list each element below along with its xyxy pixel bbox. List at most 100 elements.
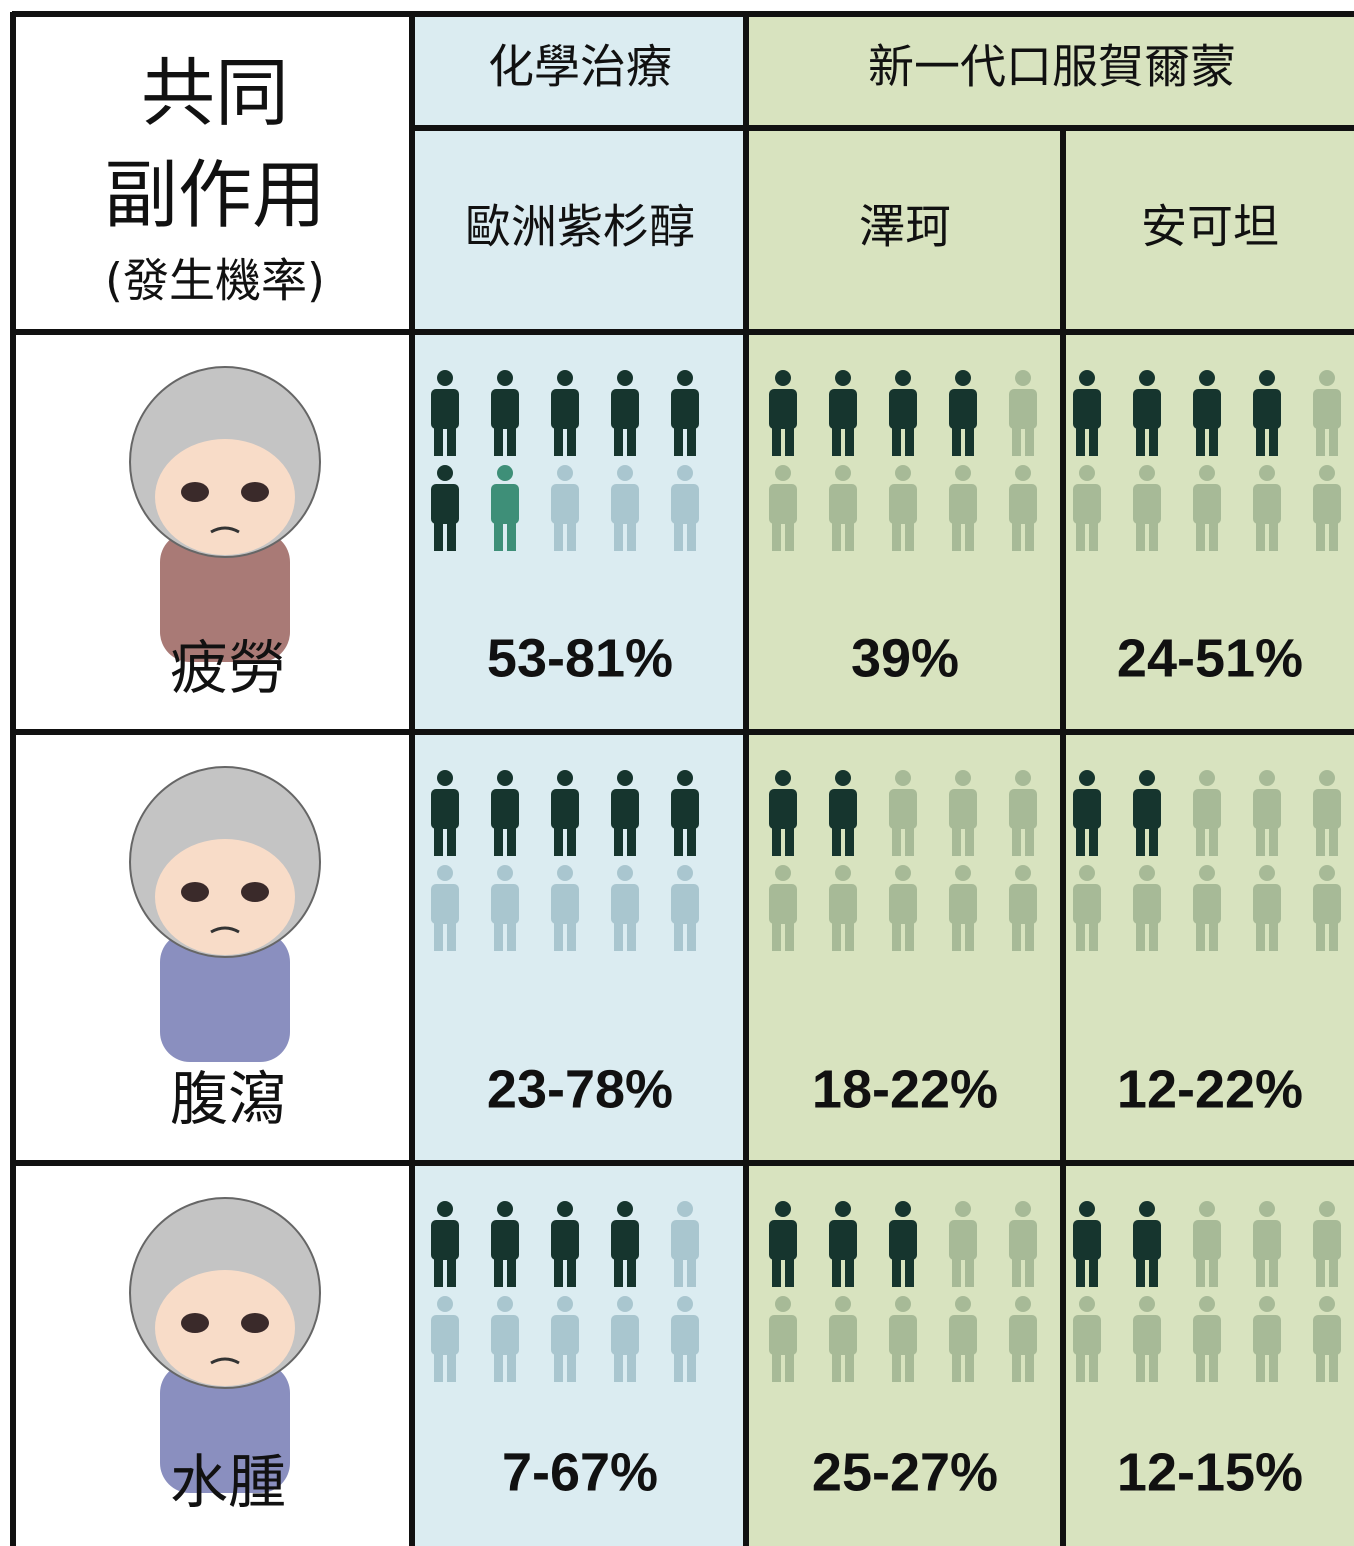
- icon-head: [775, 1201, 791, 1217]
- icon-leg: [1089, 515, 1098, 551]
- icon-leg: [567, 1346, 576, 1382]
- icon-head: [1139, 1201, 1155, 1217]
- icon-leg: [1256, 820, 1265, 856]
- icon-leg: [507, 420, 516, 456]
- rate-label: 24-51%: [1117, 628, 1303, 688]
- icon-head: [1319, 1296, 1335, 1312]
- icon-leg: [1136, 420, 1145, 456]
- icon-leg: [1269, 515, 1278, 551]
- icon-leg: [1256, 420, 1265, 456]
- icon-head: [437, 770, 453, 786]
- icon-leg: [785, 1251, 794, 1287]
- icon-head: [1139, 1296, 1155, 1312]
- icon-leg: [1256, 1346, 1265, 1382]
- icon-leg: [1025, 915, 1034, 951]
- icon-head: [835, 465, 851, 481]
- icon-leg: [1269, 820, 1278, 856]
- icon-head: [1079, 770, 1095, 786]
- icon-leg: [554, 820, 563, 856]
- icon-head: [955, 1296, 971, 1312]
- icon-leg: [1329, 515, 1338, 551]
- icon-leg: [627, 515, 636, 551]
- icon-leg: [1256, 1251, 1265, 1287]
- icon-head: [835, 865, 851, 881]
- icon-leg: [687, 820, 696, 856]
- icon-head: [617, 770, 633, 786]
- icon-head: [497, 370, 513, 386]
- icon-leg: [1149, 1251, 1158, 1287]
- icon-leg: [507, 915, 516, 951]
- icon-leg: [785, 420, 794, 456]
- icon-head: [1079, 1201, 1095, 1217]
- icon-leg: [494, 1251, 503, 1287]
- icon-head: [1139, 370, 1155, 386]
- icon-leg: [1269, 915, 1278, 951]
- icon-leg: [892, 1346, 901, 1382]
- icon-leg: [687, 1346, 696, 1382]
- icon-leg: [845, 1346, 854, 1382]
- icon-head: [895, 370, 911, 386]
- icon-leg: [772, 515, 781, 551]
- icon-leg: [1012, 1346, 1021, 1382]
- icon-leg: [952, 420, 961, 456]
- icon-leg: [434, 1251, 443, 1287]
- icon-leg: [614, 915, 623, 951]
- icon-leg: [1089, 1346, 1098, 1382]
- icon-leg: [952, 515, 961, 551]
- icon-leg: [494, 420, 503, 456]
- icon-leg: [905, 820, 914, 856]
- icon-head: [497, 465, 513, 481]
- icon-leg: [567, 420, 576, 456]
- icon-leg: [892, 820, 901, 856]
- icon-leg: [434, 420, 443, 456]
- icon-leg: [785, 915, 794, 951]
- icon-leg: [554, 1251, 563, 1287]
- icon-leg: [1089, 820, 1098, 856]
- icon-head: [955, 770, 971, 786]
- icon-head: [437, 865, 453, 881]
- icon-leg: [554, 1346, 563, 1382]
- icon-head: [1015, 370, 1031, 386]
- icon-leg: [674, 1251, 683, 1287]
- icon-leg: [905, 1251, 914, 1287]
- icon-leg: [1196, 1251, 1205, 1287]
- icon-leg: [554, 420, 563, 456]
- icon-head: [1199, 865, 1215, 881]
- icon-leg: [1012, 915, 1021, 951]
- eye: [181, 882, 209, 902]
- icon-leg: [1089, 915, 1098, 951]
- icon-head: [1259, 370, 1275, 386]
- icon-head: [1319, 465, 1335, 481]
- icon-leg: [554, 515, 563, 551]
- icon-leg: [1025, 1251, 1034, 1287]
- icon-leg: [1149, 515, 1158, 551]
- eye: [241, 882, 269, 902]
- icon-head: [775, 770, 791, 786]
- rate-label: 23-78%: [487, 1059, 673, 1119]
- icon-leg: [1149, 915, 1158, 951]
- icon-leg: [832, 1251, 841, 1287]
- icon-leg: [687, 1251, 696, 1287]
- drug-header: 歐洲紫杉醇: [465, 200, 695, 254]
- icon-head: [1319, 1201, 1335, 1217]
- group-header: 化學治療: [488, 40, 672, 94]
- icon-head: [895, 465, 911, 481]
- icon-leg: [627, 915, 636, 951]
- icon-leg: [905, 515, 914, 551]
- icon-leg: [1209, 915, 1218, 951]
- rate-label: 53-81%: [487, 628, 673, 688]
- icon-head: [1259, 1296, 1275, 1312]
- icon-leg: [687, 915, 696, 951]
- drug-header: 安可坦: [1141, 200, 1279, 254]
- icon-leg: [1256, 915, 1265, 951]
- eye: [241, 1313, 269, 1333]
- icon-leg: [1025, 515, 1034, 551]
- icon-leg: [892, 420, 901, 456]
- icon-head: [955, 1201, 971, 1217]
- icon-leg: [952, 1346, 961, 1382]
- icon-leg: [772, 915, 781, 951]
- icon-leg: [785, 1346, 794, 1382]
- icon-leg: [674, 915, 683, 951]
- title-line: 副作用: [104, 153, 326, 239]
- icon-leg: [892, 515, 901, 551]
